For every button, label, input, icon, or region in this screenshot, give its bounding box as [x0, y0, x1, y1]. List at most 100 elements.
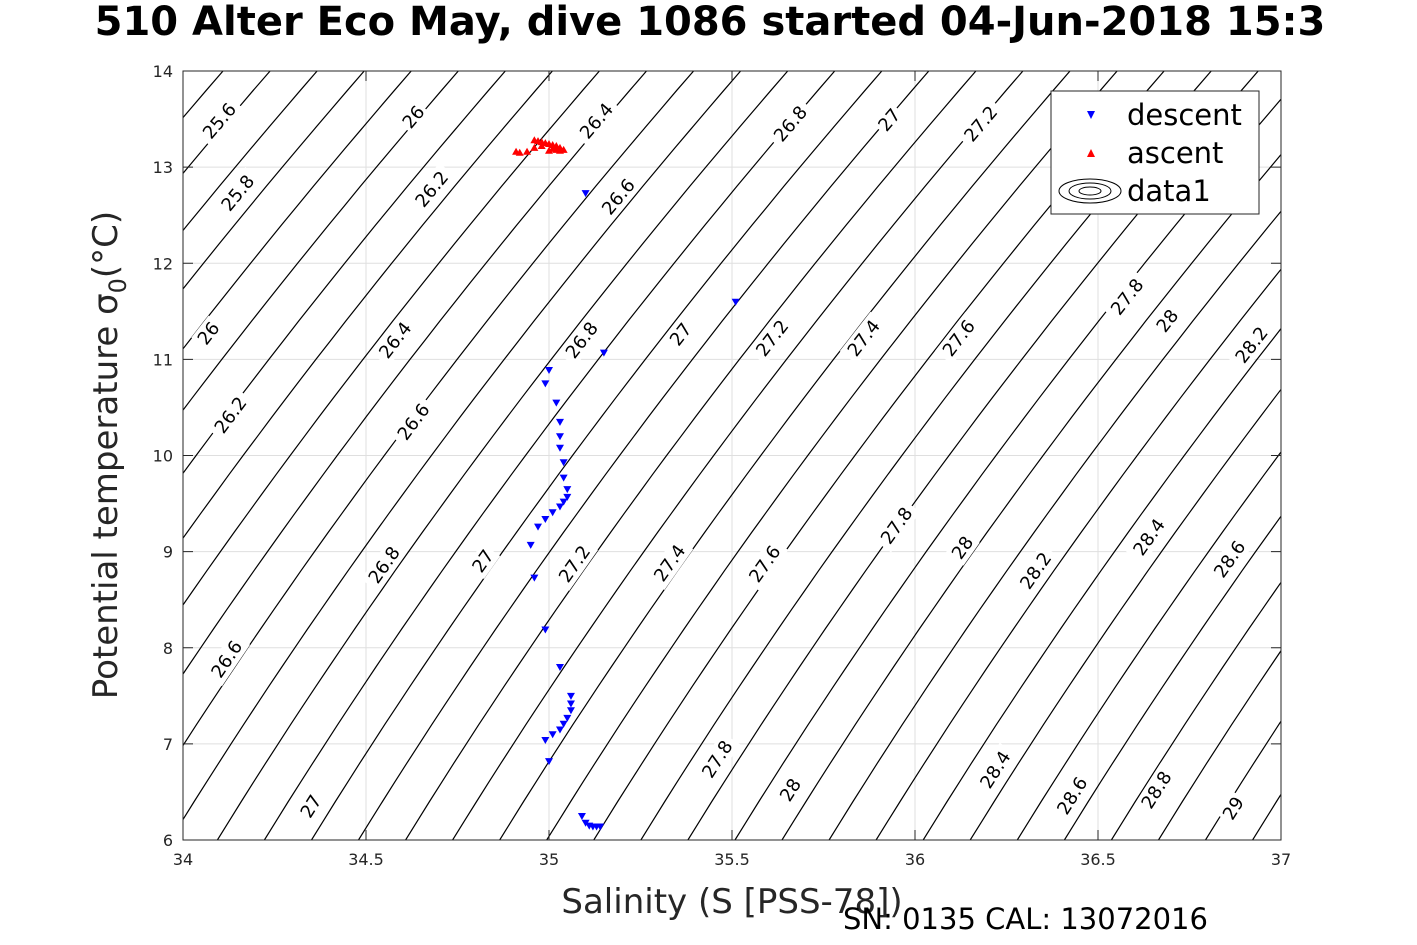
legend-ascent-label: ascent — [1127, 136, 1223, 170]
contour-label: 28 — [773, 772, 808, 808]
legend-item-data1: data1 — [1058, 174, 1211, 208]
density-contour-line — [357, 71, 930, 840]
contour-label-background — [1103, 270, 1152, 324]
x-tick-label: 34.5 — [348, 850, 384, 869]
ascent-point — [537, 141, 546, 149]
contour-label-background — [773, 772, 808, 808]
contour-label: 27.8 — [873, 498, 921, 553]
contour-label-text: 26 — [194, 318, 225, 349]
contour-label: 25.6 — [195, 94, 245, 148]
contour-label-background — [839, 311, 888, 365]
descent-point — [596, 823, 605, 831]
ascent-point — [545, 146, 553, 154]
descent-point — [545, 366, 553, 374]
ascent-point — [530, 143, 539, 151]
density-contour-line — [310, 71, 883, 840]
contour-label-background — [871, 102, 907, 138]
contour-label-background — [1206, 532, 1254, 587]
contour-label-background — [972, 742, 1019, 797]
y-tick-label: 8 — [163, 639, 173, 658]
descent-point — [566, 707, 575, 715]
x-tick-label: 35 — [539, 850, 559, 869]
descent-point — [563, 493, 572, 501]
contour-label: 26.8 — [360, 538, 408, 592]
axis-ticks: 34 34.5 35 35.5 36 36.5 37 6 7 8 9 10 11 12 13 14 — [153, 62, 1292, 869]
contour-label: 28.4 — [1125, 510, 1173, 564]
y-axis-label-symbol: σ — [86, 293, 126, 315]
descent-point — [548, 509, 557, 517]
contour-label-background — [551, 537, 598, 591]
contour-label: 27 — [294, 788, 328, 825]
descent-point — [559, 474, 568, 482]
chart-title: 510 Alter Eco May, dive 1086 started 04-… — [95, 0, 1326, 45]
x-tick-label: 36 — [905, 850, 925, 869]
density-contour-line — [183, 71, 742, 821]
density-contour-line — [1157, 649, 1281, 840]
contour-label: 26.6 — [203, 632, 250, 687]
contour-label-background — [1012, 544, 1060, 598]
legend-ascent-marker — [1087, 149, 1095, 157]
ascent-point — [548, 144, 557, 152]
data-points — [512, 136, 740, 831]
contour-label-text: 29 — [1219, 793, 1249, 824]
contour-label: 29 — [1216, 790, 1251, 827]
contour-label: 28.8 — [1133, 762, 1180, 818]
contour-label-text: 27 — [666, 319, 697, 350]
x-tick-label: 34 — [173, 850, 193, 869]
contour-label-background — [195, 94, 245, 148]
density-contour-line — [183, 71, 459, 412]
descent-point — [559, 498, 568, 506]
descent-point — [563, 486, 572, 494]
contour-label: 27.8 — [694, 732, 741, 787]
y-axis-label: Potential temperature σ0(°C) — [86, 211, 132, 699]
density-contour-line — [183, 71, 600, 607]
contour-label-background — [748, 311, 797, 365]
legend-item-descent: descent — [1087, 98, 1242, 132]
legend-descent-marker — [1087, 111, 1095, 119]
contour-label: 27 — [466, 543, 501, 579]
density-contour-line — [183, 71, 318, 232]
density-contour-line — [828, 210, 1281, 840]
contour-label-background — [294, 788, 328, 825]
contour-label-background — [934, 311, 983, 365]
density-contour-line — [499, 71, 1071, 840]
descent-point — [541, 380, 550, 388]
descent-point — [541, 515, 550, 523]
density-contour-line — [452, 71, 1024, 840]
y-tick-label: 13 — [153, 158, 173, 177]
legend-box — [1050, 90, 1260, 215]
contour-label: 27.2 — [956, 97, 1006, 151]
contour-label-background — [203, 632, 250, 687]
legend: descent ascent data1 — [1050, 90, 1260, 215]
descent-point — [555, 444, 564, 452]
y-axis-label-text: Potential temperature — [86, 326, 126, 699]
descent-point — [534, 523, 543, 531]
contour-label: 25.8 — [213, 166, 263, 220]
density-contour-line — [263, 71, 836, 840]
descent-point — [541, 737, 550, 745]
contour-label-background — [694, 732, 741, 787]
contour-label-background — [191, 315, 226, 352]
legend-data1-label: data1 — [1127, 174, 1211, 208]
contour-label-background — [873, 498, 921, 553]
contour-label-background — [371, 313, 420, 367]
contour-label-background — [956, 97, 1006, 151]
contour-label-background — [557, 313, 606, 367]
descent-point — [545, 758, 553, 766]
descent-point — [581, 819, 590, 827]
contour-label-text: 27 — [468, 546, 498, 577]
x-tick-label: 37 — [1271, 850, 1291, 869]
contour-label-background — [572, 94, 622, 148]
density-contour-line — [216, 71, 789, 840]
y-axis-label-subscript: 0 — [104, 278, 132, 293]
contour-label: 26.6 — [389, 395, 438, 449]
descent-point — [599, 349, 608, 357]
ascent-point — [559, 145, 568, 153]
y-tick-label: 9 — [163, 543, 173, 562]
y-tick-label: 12 — [153, 254, 173, 273]
y-tick-label: 7 — [163, 735, 173, 754]
contour-label: 27 — [663, 316, 699, 353]
descent-point — [548, 731, 557, 739]
contour-label: 26 — [396, 99, 432, 135]
descent-point — [566, 700, 575, 708]
